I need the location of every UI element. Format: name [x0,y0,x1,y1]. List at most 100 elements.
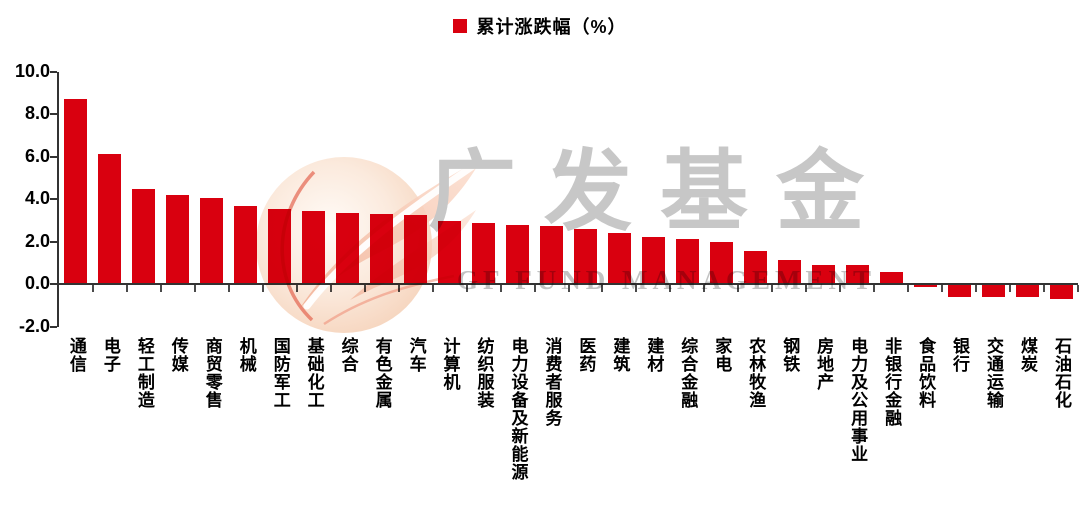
bar [234,206,258,284]
x-axis-category-label: 计算机 [440,337,460,391]
x-axis-category-label: 银行 [950,337,970,373]
x-axis-category-label: 建材 [644,337,664,373]
x-axis-tick [533,285,536,292]
bar [573,228,597,284]
x-axis-category-label: 房地产 [814,337,834,391]
bar [98,154,122,284]
bar [1015,285,1039,297]
x-axis-category-label: 交通运输 [984,337,1003,409]
bar [200,197,224,284]
y-axis-tick [50,70,57,73]
y-axis-tick-label: 10.0 [14,60,50,81]
x-axis-tick [941,285,944,292]
bar [472,223,496,284]
bar [845,264,869,284]
x-axis-tick [669,285,672,292]
x-axis-category-label: 医药 [576,337,596,373]
x-axis-category-label: 电子 [100,337,120,373]
y-axis-tick [50,113,57,115]
x-axis-tick [125,285,128,292]
x-axis-category-label: 消费者服务 [542,337,562,427]
bar [268,208,292,284]
bar [166,194,190,284]
x-axis-line [57,283,1078,285]
x-axis-category-label: 轻工制造 [134,337,154,409]
x-axis-tick [91,285,94,292]
x-axis-category-label: 传媒 [168,337,188,373]
bar [132,189,156,284]
x-axis-category-label: 石油石化 [1051,337,1071,409]
x-axis-tick [1077,285,1079,292]
bar [675,239,699,284]
bar [540,225,564,284]
y-axis-tick [50,240,57,243]
bar [607,233,631,284]
x-axis-tick [1043,285,1046,292]
y-axis-tick-label: 2.0 [24,230,50,251]
y-axis-tick [50,283,57,285]
x-axis-tick [1009,285,1012,292]
y-axis-tick [50,155,57,158]
x-axis-category-label: 机械 [236,337,256,373]
x-axis-tick [703,285,706,292]
legend-swatch-icon [453,19,468,33]
x-axis-tick [465,285,468,292]
bar [438,221,462,284]
y-axis-line [57,71,59,327]
bar [302,210,326,284]
x-axis-tick [261,285,264,292]
bar [879,272,903,284]
bar [709,241,733,284]
x-axis-tick [771,285,774,292]
x-axis-tick [975,285,978,292]
bar [336,212,360,284]
y-axis-tick-label: 0.0 [24,273,50,293]
bar [811,264,835,284]
y-axis-tick-label: 6.0 [24,145,50,166]
x-axis-category-label: 综合 [338,337,358,373]
x-axis-category-label: 汽车 [406,337,426,373]
x-axis-category-label: 通信 [66,337,86,373]
x-axis-category-label: 基础化工 [304,337,324,409]
legend-label: 累计涨跌幅（%） [476,17,627,37]
x-axis-tick [907,285,910,292]
bar [370,213,394,284]
x-axis-tick [397,285,400,292]
x-axis-tick [839,285,842,292]
x-axis-category-label: 电力及公用事业 [848,337,868,463]
x-axis-tick [227,285,230,292]
x-axis-tick [635,285,638,292]
x-axis-tick [737,285,740,292]
x-axis-tick [805,285,808,292]
x-axis-category-label: 食品饮料 [916,337,936,409]
x-axis-tick [329,285,332,292]
bar [981,285,1005,297]
x-axis-category-label: 家电 [712,337,732,373]
x-axis-tick [295,285,298,292]
x-axis-category-label: 农林牧渔 [746,337,766,409]
x-axis-category-label: 钢铁 [780,337,800,373]
bar [743,251,767,284]
y-axis-tick-label: -2.0 [18,315,50,336]
x-axis-category-label: 商贸零售 [202,337,222,409]
bar [506,224,530,284]
x-axis-category-label: 有色金属 [372,337,392,409]
x-axis-category-label: 纺织服装 [474,337,494,409]
x-axis-category-label: 非银行金融 [882,337,902,427]
bar [913,285,937,288]
x-axis-tick [601,285,604,292]
x-axis-tick [499,285,502,292]
x-axis-tick [193,285,196,292]
bar [404,214,428,284]
legend: 累计涨跌幅（%） [0,13,1080,39]
bar [641,237,665,284]
bar [64,99,88,284]
x-axis-tick [363,285,366,292]
x-axis-category-label: 综合金融 [678,337,698,409]
y-axis-tick-label: 8.0 [24,103,50,123]
x-axis-tick [567,285,570,292]
x-axis-category-label: 国防军工 [270,337,290,409]
x-axis-category-label: 电力设备及新能源 [508,337,528,481]
